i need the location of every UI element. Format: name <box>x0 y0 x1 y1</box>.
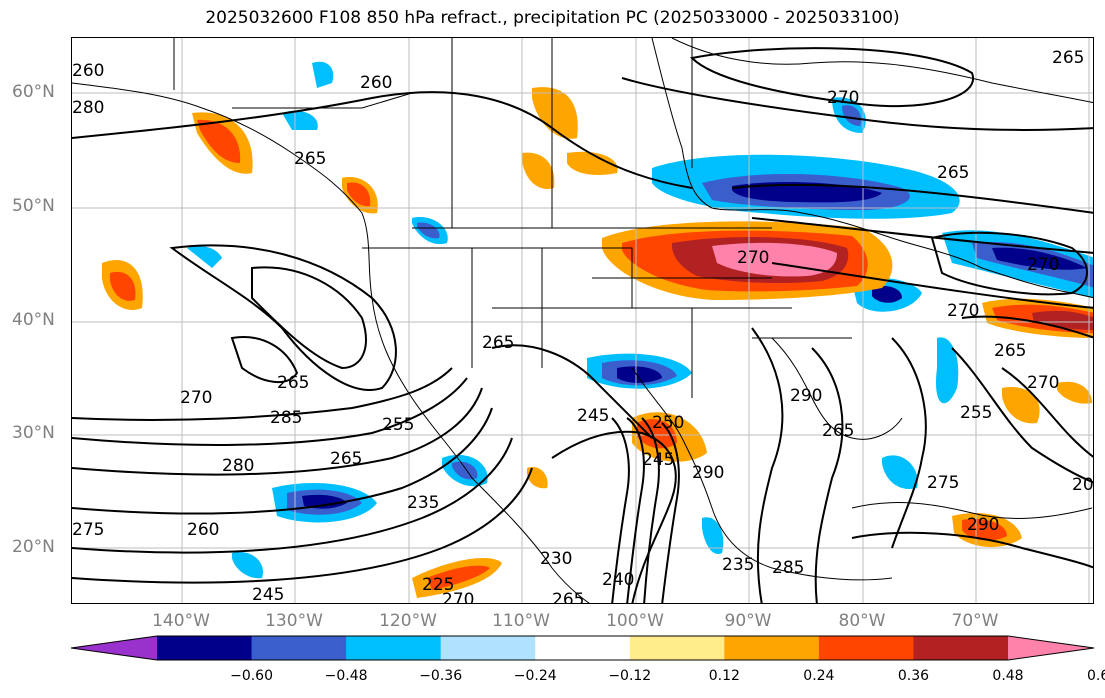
colorbar-segment <box>346 636 442 660</box>
contour-label: 290 <box>967 515 999 535</box>
contour-label: 245 <box>252 585 284 604</box>
colorbar-segments <box>71 636 1094 660</box>
lon-label: 130°W <box>265 611 323 631</box>
contour-label: 290 <box>790 386 822 406</box>
lat-label: 30°N <box>12 423 55 443</box>
map-title: 2025032600 F108 850 hPa refract., precip… <box>205 8 900 28</box>
refractivity-contours <box>72 47 1093 603</box>
colorbar-segment <box>251 636 347 660</box>
graticule <box>72 38 1093 603</box>
colorbar-segment <box>724 636 820 660</box>
contour-label: 255 <box>960 403 992 423</box>
colorbar-segment <box>818 636 914 660</box>
colorbar-tick-label: 0.60 <box>1086 668 1105 684</box>
contour-label: 275 <box>927 473 959 493</box>
colorbar-extend-high <box>1008 636 1094 660</box>
contour-label: 270 <box>180 388 212 408</box>
precip-anomaly-fill <box>102 61 1093 598</box>
colorbar-tick-label: 0.36 <box>897 668 930 684</box>
colorbar-segment <box>440 636 536 660</box>
lat-label: 60°N <box>12 82 55 102</box>
contour-label: 245 <box>642 450 674 470</box>
lon-label: 100°W <box>606 611 664 631</box>
colorbar-tick-label: −0.48 <box>324 668 368 684</box>
contour-label: 265 <box>294 149 326 169</box>
colorbar-segment <box>913 636 1009 660</box>
contour-label: 265 <box>552 590 584 604</box>
colorbar-tick-label: −0.60 <box>230 668 273 684</box>
contour-label: 285 <box>772 558 804 578</box>
colorbar-tick-label: 0.48 <box>992 668 1024 684</box>
contour-label: 260 <box>360 73 392 93</box>
contour-label: 250 <box>652 413 684 433</box>
colorbar-tick-label: −0.12 <box>608 668 652 684</box>
contour-label: 255 <box>382 415 414 435</box>
contour-label: 265 <box>277 373 309 393</box>
contour-label: 280 <box>222 456 254 476</box>
map-panel: 260 260 265 265 265 270 270 270 270 265 … <box>71 37 1094 604</box>
contour-label: 230 <box>540 549 572 569</box>
lat-label: 40°N <box>12 310 55 330</box>
contour-label: 270 <box>1027 373 1059 393</box>
contour-label: 235 <box>722 555 754 575</box>
colorbar-segment <box>629 636 725 660</box>
contour-label: 265 <box>937 163 969 183</box>
contour-label: 260 <box>72 61 104 81</box>
coastlines <box>72 38 1093 603</box>
lon-label: 80°W <box>838 611 886 631</box>
colorbar-segment <box>157 636 253 660</box>
colorbar-extend-low <box>71 636 157 660</box>
contour-label: 265 <box>1052 48 1084 68</box>
contour-label: 275 <box>72 520 104 540</box>
contour-label: 270 <box>737 248 769 268</box>
contour-label: 265 <box>330 449 362 469</box>
lon-label: 90°W <box>724 611 772 631</box>
contour-label: 265 <box>994 341 1026 361</box>
contour-label: 270 <box>827 88 859 108</box>
contour-label: 270 <box>947 301 979 321</box>
contour-label: 225 <box>422 575 454 595</box>
lat-label: 20°N <box>12 537 55 557</box>
contour-label: 240 <box>602 570 634 590</box>
contour-label: 285 <box>270 408 302 428</box>
contour-label: 20 <box>1072 475 1094 495</box>
contour-label: 270 <box>1027 255 1059 275</box>
lon-label: 110°W <box>492 611 550 631</box>
contour-label: 235 <box>407 493 439 513</box>
colorbar <box>70 635 1095 661</box>
map-canvas: 260 260 265 265 265 270 270 270 270 265 … <box>72 38 1094 604</box>
contour-label: 265 <box>482 333 514 353</box>
contour-label: 260 <box>187 520 219 540</box>
colorbar-tick-label: −0.24 <box>513 668 557 684</box>
colorbar-tick-label: 0.24 <box>803 668 835 684</box>
lon-label: 120°W <box>379 611 437 631</box>
contour-label: 245 <box>577 406 609 426</box>
lon-label: 70°W <box>951 611 999 631</box>
contour-label: 270 <box>442 590 474 604</box>
contour-label: 280 <box>72 98 104 118</box>
contour-label: 265 <box>822 421 854 441</box>
lat-label: 50°N <box>12 196 55 216</box>
contour-label-group: 260 260 265 265 265 270 270 270 270 265 … <box>72 48 1094 604</box>
colorbar-tick-label: 0.12 <box>708 668 740 684</box>
lon-label: 140°W <box>152 611 210 631</box>
colorbar-tick-label: −0.36 <box>419 668 463 684</box>
contour-label: 290 <box>692 463 724 483</box>
colorbar-segment <box>535 636 631 660</box>
